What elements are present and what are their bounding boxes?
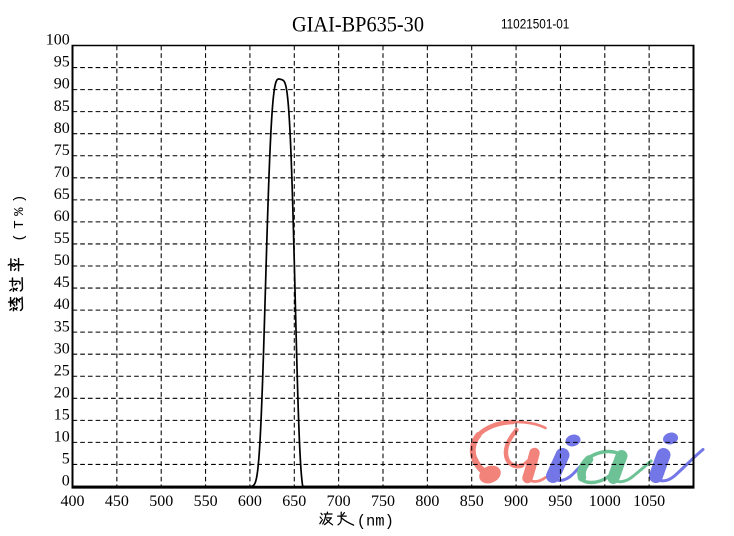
svg-text:95: 95 (54, 54, 70, 71)
svg-text:60: 60 (54, 208, 70, 225)
svg-text:1050: 1050 (633, 493, 665, 510)
svg-text:90: 90 (54, 76, 70, 93)
svg-text:50: 50 (54, 252, 70, 269)
svg-text:45: 45 (54, 274, 70, 291)
svg-text:20: 20 (54, 384, 70, 401)
svg-text:70: 70 (54, 164, 70, 181)
svg-text:15: 15 (54, 406, 70, 423)
svg-text:750: 750 (371, 493, 395, 510)
svg-text:900: 900 (504, 493, 528, 510)
svg-text:800: 800 (415, 493, 439, 510)
svg-text:400: 400 (61, 493, 85, 510)
svg-text:1000: 1000 (589, 493, 621, 510)
svg-text:80: 80 (54, 120, 70, 137)
svg-text:(nm): (nm) (357, 512, 394, 530)
svg-text:550: 550 (194, 493, 218, 510)
svg-text:100: 100 (46, 32, 70, 49)
svg-text:600: 600 (238, 493, 262, 510)
svg-text:950: 950 (548, 493, 572, 510)
svg-text:850: 850 (460, 493, 484, 510)
svg-text:700: 700 (327, 493, 351, 510)
svg-text:5: 5 (62, 451, 70, 468)
svg-text:30: 30 (54, 340, 70, 357)
svg-text:650: 650 (282, 493, 306, 510)
svg-text:500: 500 (149, 493, 173, 510)
svg-text:(T%): (T%) (12, 190, 28, 242)
svg-text:35: 35 (54, 318, 70, 335)
svg-text:55: 55 (54, 230, 70, 247)
svg-text:0: 0 (62, 473, 70, 490)
svg-text:85: 85 (54, 98, 70, 115)
svg-text:65: 65 (54, 186, 70, 203)
svg-text:11021501-01: 11021501-01 (501, 15, 569, 31)
svg-text:450: 450 (105, 493, 129, 510)
svg-text:10: 10 (54, 429, 70, 446)
svg-text:75: 75 (54, 142, 70, 159)
svg-text:25: 25 (54, 362, 70, 379)
svg-text:40: 40 (54, 296, 70, 313)
svg-text:GIAI-BP635-30: GIAI-BP635-30 (292, 12, 424, 37)
